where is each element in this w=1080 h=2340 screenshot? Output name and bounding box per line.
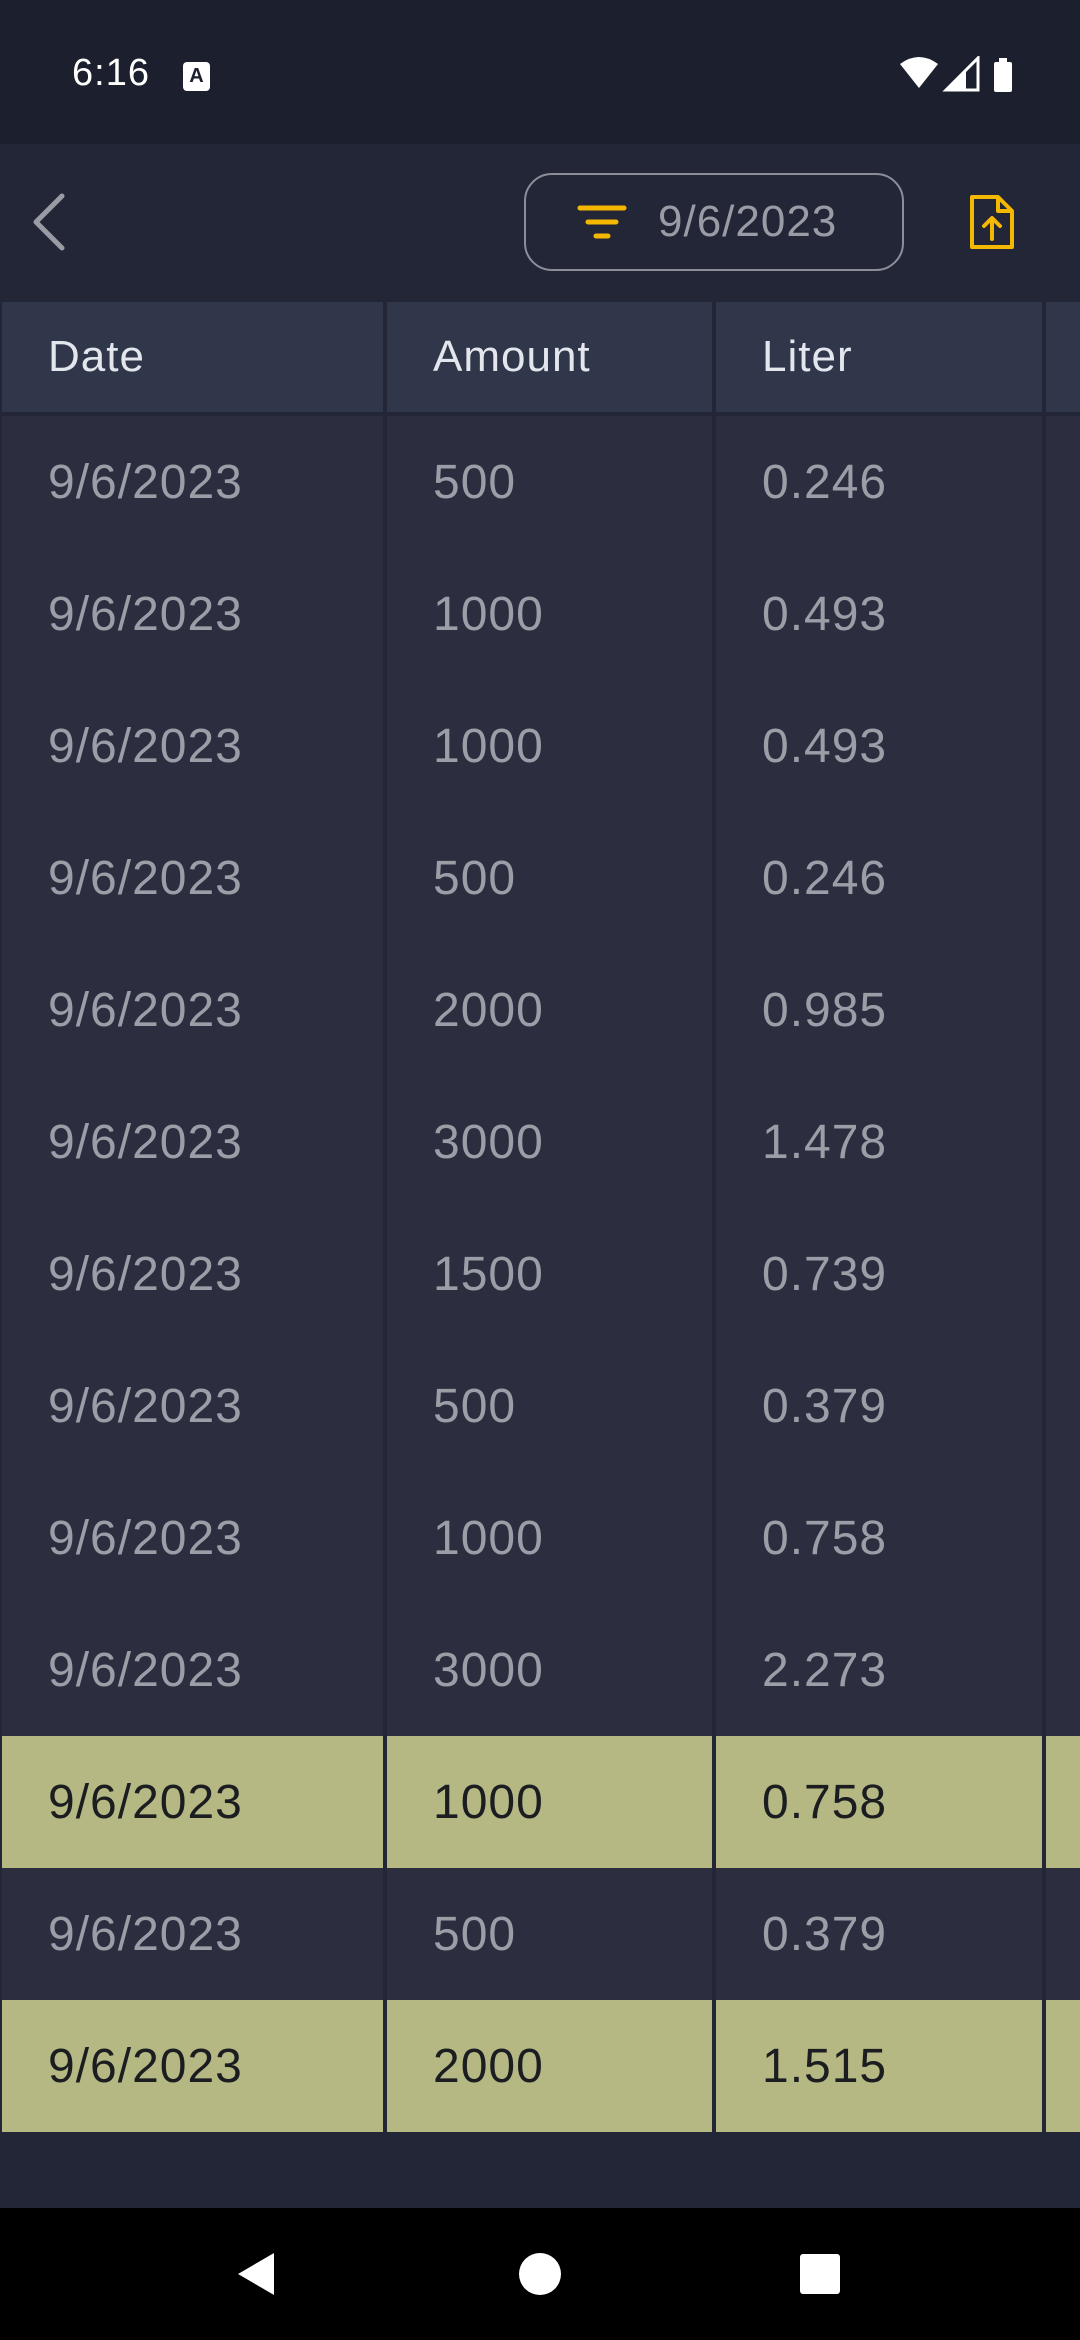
cell-extra: [1046, 1736, 1080, 1868]
header-date[interactable]: Date: [2, 302, 383, 412]
cell-amount: 1000: [387, 1736, 712, 1868]
table-row[interactable]: 9/6/2023 500 0.379: [0, 1868, 1080, 2000]
cell-liter: 1.515: [716, 2000, 1042, 2132]
chevron-left-icon: [33, 193, 65, 251]
table-row[interactable]: 9/6/2023 3000 2.273: [0, 1604, 1080, 1736]
cell-extra: [1046, 1208, 1080, 1340]
cell-liter: 0.379: [716, 1868, 1042, 2000]
cell-amount: 1000: [387, 680, 712, 812]
cell-amount: 3000: [387, 1604, 712, 1736]
cell-date: 9/6/2023: [2, 680, 383, 812]
cell-liter: 0.758: [716, 1736, 1042, 1868]
status-icons: [898, 56, 1018, 96]
table-header-row: Date Amount Liter: [0, 302, 1080, 412]
table-row[interactable]: 9/6/2023 1500 0.739: [0, 1208, 1080, 1340]
table-row[interactable]: 9/6/2023 500 0.246: [0, 812, 1080, 944]
nav-home-icon: [519, 2253, 561, 2295]
cell-date: 9/6/2023: [2, 944, 383, 1076]
keyboard-a-icon: A: [183, 62, 210, 91]
cell-date: 9/6/2023: [2, 1868, 383, 2000]
status-time: 6:16: [72, 52, 150, 94]
cell-amount: 500: [387, 1340, 712, 1472]
back-button[interactable]: [20, 184, 80, 260]
cell-liter: 1.478: [716, 1076, 1042, 1208]
system-nav-bar: [0, 2208, 1080, 2340]
nav-back-button[interactable]: [196, 2208, 316, 2340]
cell-date: 9/6/2023: [2, 1208, 383, 1340]
wifi-icon: [900, 57, 938, 88]
cell-amount: 500: [387, 1868, 712, 2000]
nav-back-icon: [238, 2253, 274, 2295]
cell-extra: [1046, 944, 1080, 1076]
table-row[interactable]: 9/6/2023 500 0.246: [0, 416, 1080, 548]
table-row[interactable]: 9/6/2023 3000 1.478: [0, 1076, 1080, 1208]
signal-icon: [942, 56, 980, 92]
filter-date-text: 9/6/2023: [658, 197, 838, 246]
table-row[interactable]: 9/6/2023 500 0.379: [0, 1340, 1080, 1472]
app-bar: 9/6/2023: [0, 144, 1080, 300]
cell-amount: 3000: [387, 1076, 712, 1208]
cell-amount: 500: [387, 812, 712, 944]
table-row-highlighted[interactable]: 9/6/2023 1000 0.758: [0, 1736, 1080, 1868]
cell-extra: [1046, 2000, 1080, 2132]
cell-extra: [1046, 416, 1080, 548]
cell-date: 9/6/2023: [2, 1736, 383, 1868]
cell-liter: 0.758: [716, 1472, 1042, 1604]
cell-date: 9/6/2023: [2, 1076, 383, 1208]
cell-extra: [1046, 812, 1080, 944]
table-row[interactable]: 9/6/2023 1000 0.493: [0, 548, 1080, 680]
cell-date: 9/6/2023: [2, 1472, 383, 1604]
cell-date: 9/6/2023: [2, 1604, 383, 1736]
table-row[interactable]: 9/6/2023 1000 0.493: [0, 680, 1080, 812]
nav-home-button[interactable]: [480, 2208, 600, 2340]
cell-extra: [1046, 548, 1080, 680]
data-table[interactable]: Date Amount Liter 9/6/2023 500 0.246 9/6…: [0, 300, 1080, 2208]
nav-recents-icon: [800, 2254, 840, 2294]
cell-amount: 1000: [387, 548, 712, 680]
cell-date: 9/6/2023: [2, 812, 383, 944]
cell-liter: 2.273: [716, 1604, 1042, 1736]
nav-recents-button[interactable]: [760, 2208, 880, 2340]
cell-extra: [1046, 1076, 1080, 1208]
cell-amount: 500: [387, 416, 712, 548]
cell-extra: [1046, 1340, 1080, 1472]
cell-date: 9/6/2023: [2, 2000, 383, 2132]
export-button[interactable]: [960, 190, 1024, 254]
date-filter-button[interactable]: 9/6/2023: [524, 173, 904, 271]
cell-extra: [1046, 1472, 1080, 1604]
cell-liter: 0.493: [716, 680, 1042, 812]
cell-amount: 2000: [387, 944, 712, 1076]
filter-icon: [577, 205, 627, 239]
cell-date: 9/6/2023: [2, 416, 383, 548]
header-extra[interactable]: [1046, 302, 1080, 412]
cell-liter: 0.493: [716, 548, 1042, 680]
cell-amount: 1000: [387, 1472, 712, 1604]
cell-amount: 1500: [387, 1208, 712, 1340]
cell-amount: 2000: [387, 2000, 712, 2132]
cell-liter: 0.246: [716, 416, 1042, 548]
cell-date: 9/6/2023: [2, 1340, 383, 1472]
cell-liter: 0.246: [716, 812, 1042, 944]
cell-extra: [1046, 1868, 1080, 2000]
cell-liter: 0.379: [716, 1340, 1042, 1472]
table-row-highlighted[interactable]: 9/6/2023 2000 1.515: [0, 2000, 1080, 2132]
cell-liter: 0.739: [716, 1208, 1042, 1340]
table-row[interactable]: 9/6/2023 2000 0.985: [0, 944, 1080, 1076]
status-bar: 6:16 A: [0, 0, 1080, 144]
header-liter[interactable]: Liter: [716, 302, 1042, 412]
cell-extra: [1046, 680, 1080, 812]
cell-liter: 0.985: [716, 944, 1042, 1076]
cell-extra: [1046, 1604, 1080, 1736]
file-upload-icon: [970, 195, 1014, 249]
battery-icon: [994, 58, 1012, 92]
header-amount[interactable]: Amount: [387, 302, 712, 412]
table-row[interactable]: 9/6/2023 1000 0.758: [0, 1472, 1080, 1604]
cell-date: 9/6/2023: [2, 548, 383, 680]
